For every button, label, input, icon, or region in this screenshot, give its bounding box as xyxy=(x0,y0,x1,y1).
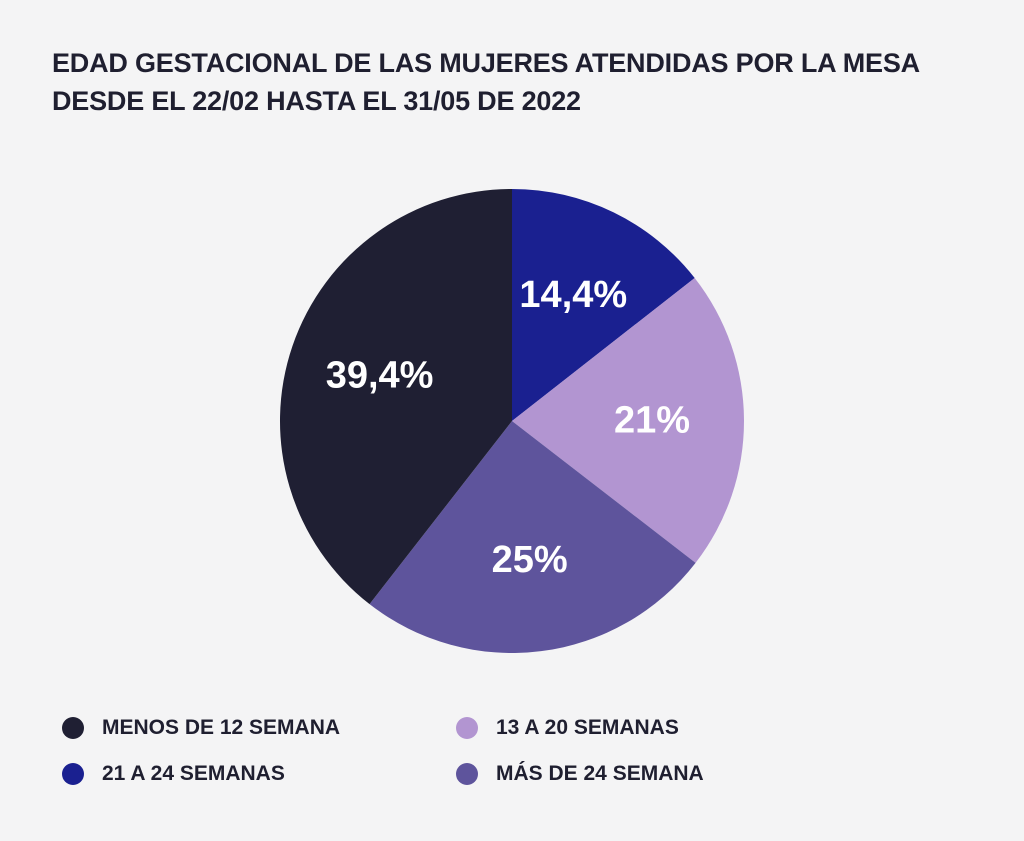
chart-legend: MENOS DE 12 SEMANA 13 A 20 SEMANAS 21 A … xyxy=(62,708,822,798)
pie-slice-label-3: 25% xyxy=(492,539,568,581)
legend-item-menos-de-12: MENOS DE 12 SEMANA xyxy=(62,708,340,748)
legend-label: MENOS DE 12 SEMANA xyxy=(102,716,341,739)
pie-slice-label-2: 21% xyxy=(614,400,690,442)
pie-slice-1 xyxy=(512,189,695,421)
legend-swatch xyxy=(456,717,478,739)
pie-slice-2 xyxy=(512,277,745,563)
pie-slice-3 xyxy=(369,421,696,654)
legend-label: 13 A 20 SEMANAS xyxy=(496,716,679,739)
chart-title-line-1: EDAD GESTACIONAL DE LAS MUJERES ATENDIDA… xyxy=(52,48,920,78)
legend-swatch xyxy=(62,763,84,785)
legend-label: 21 A 24 SEMANAS xyxy=(102,762,285,785)
legend-swatch xyxy=(456,763,478,785)
chart-title: EDAD GESTACIONAL DE LAS MUJERES ATENDIDA… xyxy=(52,44,992,120)
pie-slice-label-4: 39,4% xyxy=(326,355,434,397)
legend-item-13-a-20: 13 A 20 SEMANAS xyxy=(456,708,679,748)
chart-title-line-2: DESDE EL 22/02 HASTA EL 31/05 DE 2022 xyxy=(52,86,581,116)
pie-slice-label-1: 14,4% xyxy=(519,274,627,316)
legend-label: MÁS DE 24 SEMANA xyxy=(496,762,704,785)
pie-slice-4 xyxy=(279,188,512,605)
legend-item-21-a-24: 21 A 24 SEMANAS xyxy=(62,754,285,794)
legend-swatch xyxy=(62,717,84,739)
legend-item-mas-de-24: MÁS DE 24 SEMANA xyxy=(456,754,704,794)
